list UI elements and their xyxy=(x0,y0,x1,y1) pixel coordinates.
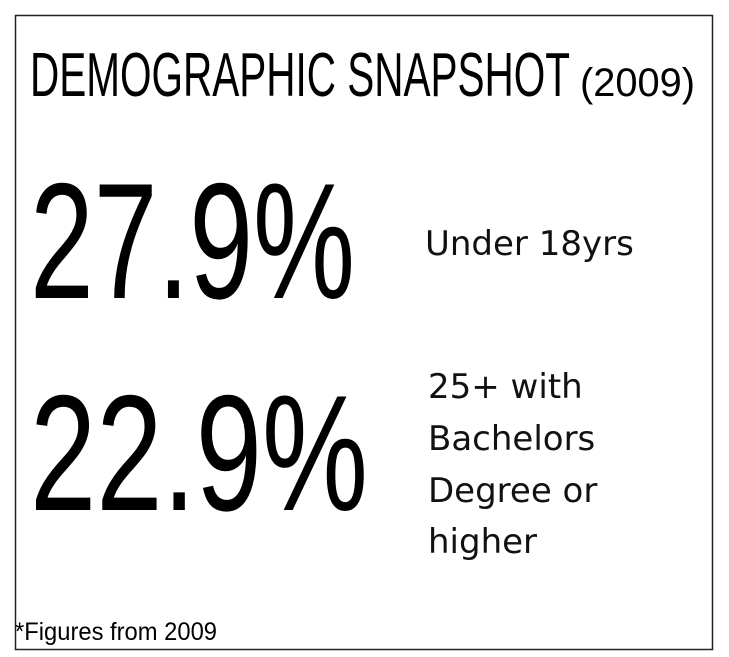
stat-value: 22.9% xyxy=(30,361,368,545)
stat-label: Bachelors xyxy=(428,419,595,459)
stat-value: 27.9% xyxy=(30,149,355,333)
title-main: DEMOGRAPHIC SNAPSHOT xyxy=(30,41,570,110)
stat-label: Under 18yrs xyxy=(425,224,634,264)
footnote: *Figures from 2009 xyxy=(15,618,217,646)
title-year: (2009) xyxy=(580,61,695,105)
stat-label: 25+ with xyxy=(428,367,583,407)
card-border xyxy=(14,14,714,651)
stat-label: Degree or xyxy=(428,471,597,511)
stat-label: higher xyxy=(428,522,537,562)
